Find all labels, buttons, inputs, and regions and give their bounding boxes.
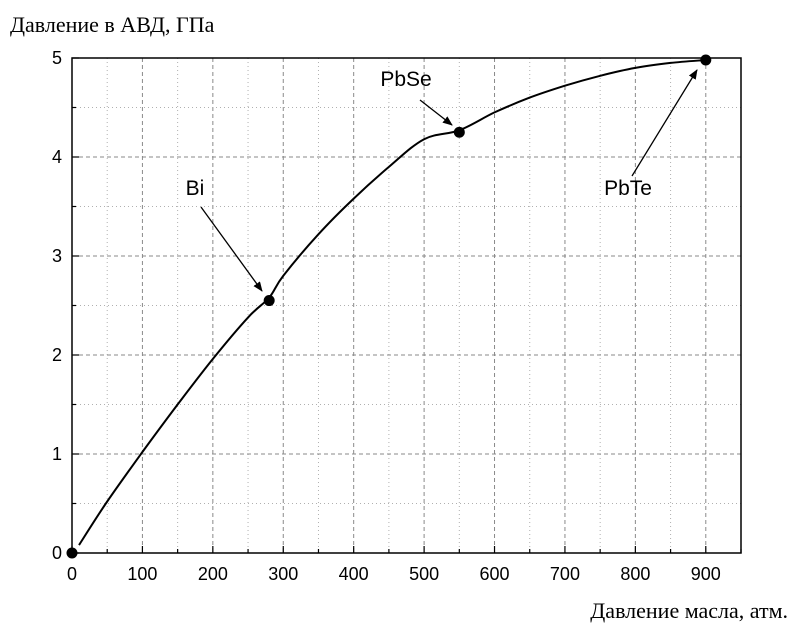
x-tick-label: 800: [620, 564, 650, 584]
grid: [72, 58, 741, 553]
y-tick-label: 2: [52, 345, 62, 365]
x-tick-label: 400: [339, 564, 369, 584]
y-tick-label: 0: [52, 543, 62, 563]
x-tick-label: 900: [691, 564, 721, 584]
y-tick-label: 1: [52, 444, 62, 464]
annotation-arrow: [419, 99, 453, 126]
data-point: [263, 295, 275, 307]
annotation-arrow: [200, 206, 263, 292]
data-point: [66, 547, 78, 559]
plot-frame: [71, 57, 742, 554]
x-tick-label: 100: [127, 564, 157, 584]
annotation-label: Bi: [186, 177, 205, 200]
annotations: Bi PbSe PbTe: [186, 68, 698, 292]
y-axis-title: Давление в АВД, ГПа: [10, 12, 215, 37]
x-tick-label: 200: [198, 564, 228, 584]
annotation-label: PbSe: [380, 68, 431, 91]
data-points: [66, 54, 712, 559]
y-tick-label: 4: [52, 147, 62, 167]
x-tick-label: 0: [67, 564, 77, 584]
x-tick-label: 700: [550, 564, 580, 584]
x-axis-title: Давление масла, атм.: [590, 598, 788, 623]
annotation-arrow: [631, 69, 698, 177]
x-tick-label: 300: [268, 564, 298, 584]
x-tick-label: 600: [480, 564, 510, 584]
annotation-label: PbTe: [604, 177, 652, 200]
y-tick-label: 3: [52, 246, 62, 266]
curve-layer: [78, 59, 706, 546]
data-point: [700, 54, 712, 66]
series-line: [78, 59, 706, 546]
y-tick-label: 5: [52, 48, 62, 68]
data-point: [453, 126, 465, 138]
x-tick-label: 500: [409, 564, 439, 584]
tick-labels: 0 100 200 300 400 500 600 700 800 900 0 1 2 3 4 5: [52, 48, 721, 584]
